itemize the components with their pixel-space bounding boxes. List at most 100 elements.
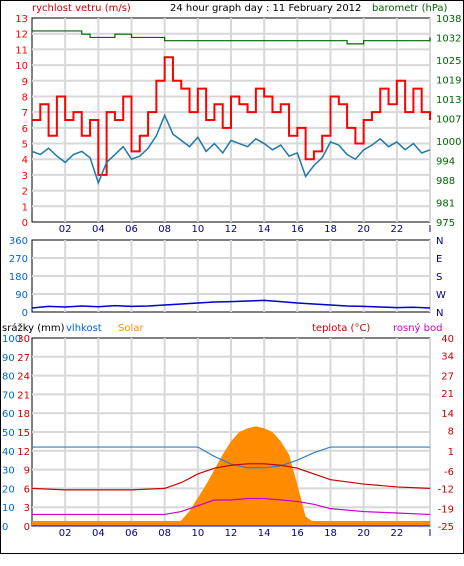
rain-y-tick-label: 30 <box>17 334 30 345</box>
rain-y-tick-label: 21 <box>17 390 30 401</box>
wind-y-tick-label: 13 <box>15 14 28 25</box>
wind-x-tick-label: 02 <box>59 224 72 235</box>
pressure-y-tick-label: 1013 <box>436 95 461 106</box>
wind-x-tick-label: 18 <box>324 224 337 235</box>
wind-y-tick-label: 9 <box>22 77 28 88</box>
climate-x-tick-label: 22 <box>390 528 403 539</box>
climate-x-tick-label: 06 <box>125 528 138 539</box>
climate-x-tick-label: 16 <box>291 528 304 539</box>
direction-y-tick-label: 360 <box>9 236 28 247</box>
wind-pressure-panel: 0123456789101112139759819889941000100710… <box>15 14 461 235</box>
wind-axis-title: rychlost vetru (m/s) <box>32 3 131 14</box>
temperature-y-tick-label: -19 <box>438 505 454 516</box>
wind-y-tick-label: 1 <box>22 202 28 213</box>
pressure-line <box>32 30 431 45</box>
wind-y-tick-label: 8 <box>22 92 28 103</box>
wind-x-tick-label: 12 <box>225 224 238 235</box>
temperature-y-tick-label: 34 <box>441 351 454 362</box>
graph-title: 24 hour graph day : 11 February 2012 <box>170 3 361 14</box>
wind-x-tick-label: 22 <box>390 224 403 235</box>
direction-compass-label: S <box>436 272 442 283</box>
rain-humidity-temperature-panel: 0102030405060708090100036912151821242730… <box>2 334 454 539</box>
temperature-y-tick-label: 40 <box>441 334 454 345</box>
rain-y-tick-label: 0 <box>24 522 30 533</box>
humidity-y-tick-label: 30 <box>2 466 15 477</box>
wind-gust-line <box>32 56 431 176</box>
direction-compass-label: W <box>436 290 446 301</box>
temperature-y-tick-label: 27 <box>441 372 454 383</box>
pressure-y-tick-label: 1038 <box>436 14 461 25</box>
humidity-y-tick-label: 80 <box>2 372 15 383</box>
legend-solar: Solar <box>118 323 144 334</box>
humidity-y-tick-label: 10 <box>2 503 15 514</box>
temperature-y-tick-label: 1 <box>448 447 454 458</box>
wind-y-tick-label: 10 <box>15 61 28 72</box>
wind-y-tick-label: 5 <box>22 140 28 151</box>
humidity-y-tick-label: 90 <box>2 353 15 364</box>
rain-y-tick-label: 27 <box>17 353 30 364</box>
rain-y-tick-label: 9 <box>24 466 30 477</box>
wind-y-tick-label: 11 <box>15 45 28 56</box>
wind-y-tick-label: 4 <box>22 155 28 166</box>
wind-direction-line <box>31 299 431 309</box>
climate-x-tick-label: I <box>429 528 432 539</box>
direction-compass-label: N <box>436 308 443 319</box>
humidity-y-tick-label: 60 <box>2 409 15 420</box>
humidity-y-tick-label: 20 <box>2 484 15 495</box>
temperature-y-tick-label: 21 <box>441 389 454 400</box>
pressure-y-tick-label: 1019 <box>436 76 461 87</box>
humidity-y-tick-label: 50 <box>2 428 15 439</box>
solar-baseline-band <box>32 521 430 526</box>
direction-y-tick-label: 0 <box>22 308 28 319</box>
wind-y-tick-label: 12 <box>15 30 28 41</box>
rain-y-tick-label: 18 <box>17 409 30 420</box>
legend-humidity: vlhkost <box>66 323 102 334</box>
direction-y-tick-label: 180 <box>9 272 28 283</box>
climate-x-tick-label: 18 <box>324 528 337 539</box>
temperature-y-tick-label: 8 <box>448 427 454 438</box>
pressure-y-tick-label: 994 <box>436 156 455 167</box>
pressure-y-tick-label: 988 <box>436 176 455 187</box>
legend-rain: srážky (mm) <box>2 322 65 334</box>
wind-x-tick-label: 20 <box>357 224 370 235</box>
wind-y-tick-label: 7 <box>22 108 28 119</box>
pressure-y-tick-label: 1025 <box>436 56 461 67</box>
wind-x-tick-label: 04 <box>92 224 105 235</box>
climate-x-tick-label: 10 <box>191 528 204 539</box>
direction-y-tick-label: 270 <box>9 254 28 265</box>
climate-x-tick-label: 20 <box>357 528 370 539</box>
temperature-y-tick-label: -6 <box>444 467 454 478</box>
climate-x-tick-label: 02 <box>59 528 72 539</box>
wind-x-tick-label: 06 <box>125 224 138 235</box>
wind-x-tick-label: 14 <box>258 224 271 235</box>
pressure-y-tick-label: 981 <box>436 199 455 210</box>
climate-x-tick-label: 14 <box>258 528 271 539</box>
wind-x-tick-label: 10 <box>191 224 204 235</box>
climate-x-tick-label: 12 <box>225 528 238 539</box>
wind-x-tick-label: 16 <box>291 224 304 235</box>
wind-y-tick-label: 2 <box>22 187 28 198</box>
solar-area <box>32 426 430 526</box>
humidity-y-tick-label: 100 <box>2 334 21 345</box>
wind-y-tick-label: 0 <box>22 218 28 229</box>
humidity-y-tick-label: 70 <box>2 390 15 401</box>
humidity-line <box>32 446 430 469</box>
wind-x-tick-label: 08 <box>158 224 171 235</box>
pressure-y-tick-label: 1000 <box>436 137 461 148</box>
pressure-y-tick-label: 975 <box>436 218 455 229</box>
rain-y-tick-label: 3 <box>24 503 30 514</box>
temperature-y-tick-label: -25 <box>438 522 454 533</box>
legend-dewpoint: rosný bod <box>393 322 442 334</box>
wind-x-tick-label: I <box>429 224 432 235</box>
temperature-line <box>31 463 431 491</box>
legend-temperature: teplota (°C) <box>312 323 370 334</box>
humidity-y-tick-label: 40 <box>2 447 15 458</box>
temperature-y-tick-label: -12 <box>438 484 454 495</box>
temperature-y-tick-label: 14 <box>441 409 454 420</box>
climate-x-tick-label: 04 <box>92 528 105 539</box>
wind-y-tick-label: 3 <box>22 171 28 182</box>
rain-y-tick-label: 12 <box>17 447 30 458</box>
